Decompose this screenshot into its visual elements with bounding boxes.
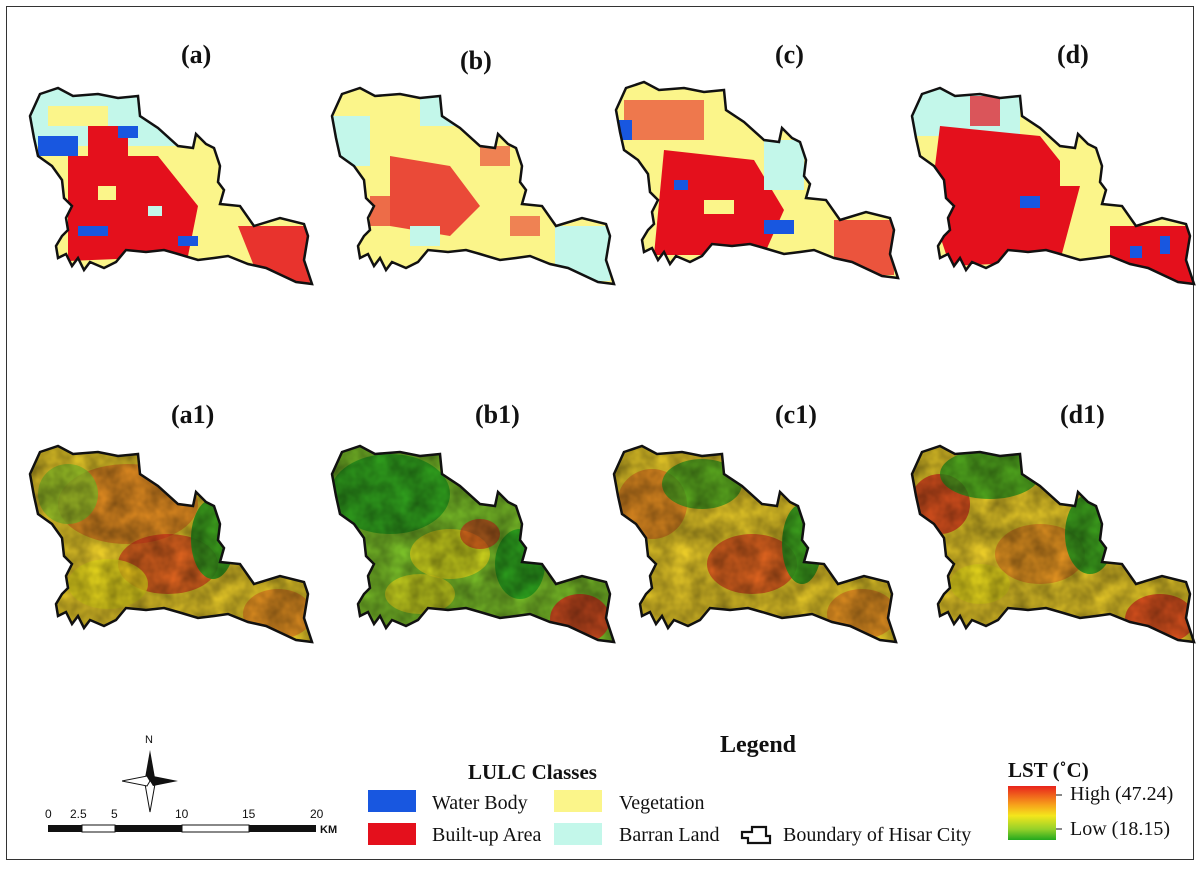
boundary-label: Boundary of Hisar City [783,824,972,846]
lst-map-b1 [330,444,616,644]
panel-title-a: (a) [181,40,212,69]
lulc-classes-title: LULC Classes [468,760,597,784]
lst-high-label: High (47.24) [1070,783,1174,805]
lulc-map-d [910,86,1196,286]
barran-land-swatch [554,823,602,845]
water-body-label: Water Body [432,792,528,814]
lst-title: LST (˚C) [1008,758,1089,782]
scale-tick-5: 5 [111,807,118,821]
lst-map-c1 [612,444,898,644]
lst-low-label: Low (18.15) [1070,818,1170,840]
lst-color-ramp [1008,786,1056,840]
water-body-swatch [368,790,416,812]
panel-title-d1: (d1) [1060,400,1105,429]
scale-unit: KM [320,824,338,836]
panel-title-b: (b) [460,46,492,75]
barran-land-label: Barran Land [619,824,720,846]
panel-title-b1: (b1) [475,400,520,429]
panel-title-c: (c) [775,40,804,69]
scale-tick-2-5: 2.5 [70,807,87,821]
panel-title-a1: (a1) [171,400,215,429]
north-arrow-icon [122,750,178,813]
vegetation-label: Vegetation [619,792,705,814]
lst-map-a1 [28,444,314,644]
scale-tick-0: 0 [45,807,52,821]
boundary-icon [740,825,772,845]
lulc-map-c [614,80,900,280]
legend-title: Legend [720,732,797,758]
built-up-area-label: Built-up Area [432,824,542,846]
scale-bar [48,824,316,833]
panel-title-d: (d) [1057,40,1089,69]
scale-tick-10: 10 [175,807,189,821]
vegetation-swatch [554,790,602,812]
built-up-area-swatch [368,823,416,845]
scale-tick-15: 15 [242,807,256,821]
panel-title-c1: (c1) [775,400,817,429]
scale-tick-20: 20 [310,807,324,821]
lst-ramp-ticks [1056,794,1062,830]
north-label: N [145,734,153,746]
lst-map-d1 [910,444,1196,644]
lulc-map-b [330,86,616,286]
lulc-map-a [28,86,314,286]
